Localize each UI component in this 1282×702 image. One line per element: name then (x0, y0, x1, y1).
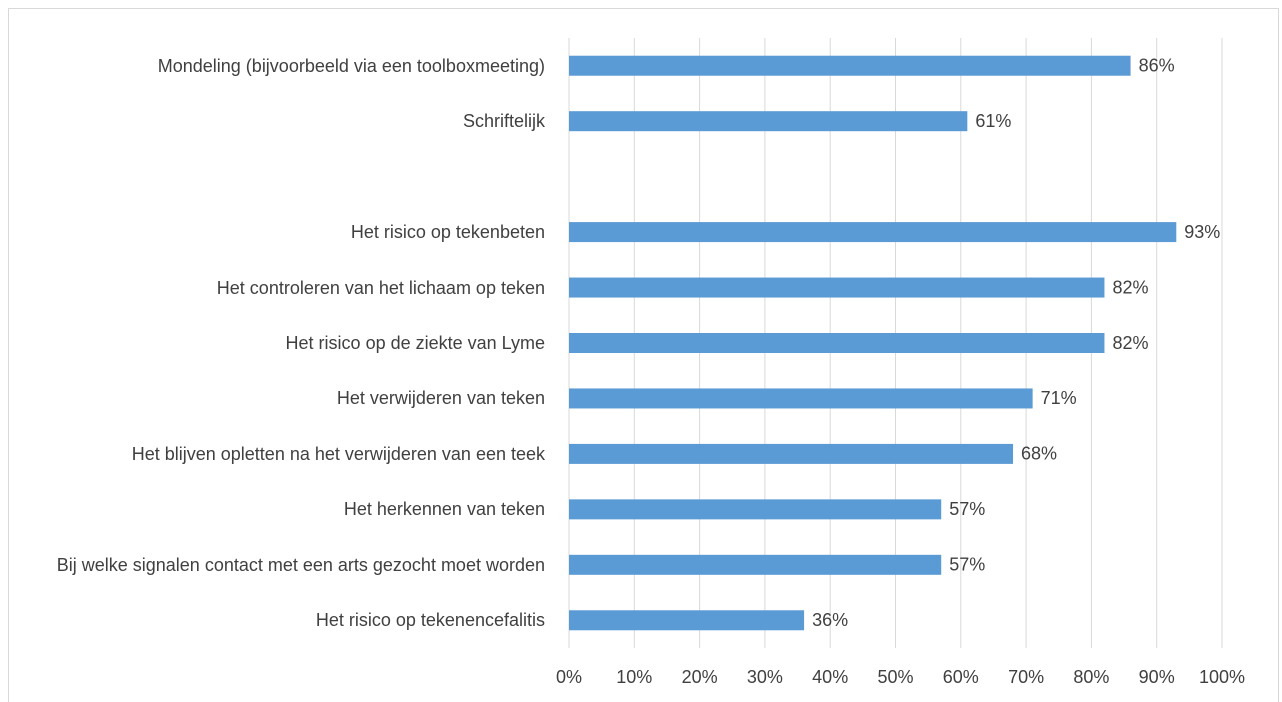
y-tick-label: Het verwijderen van teken (336, 388, 545, 409)
y-tick-label: Mondeling (bijvoorbeeld via een toolboxm… (157, 55, 545, 76)
data-label: 36% (812, 610, 848, 630)
x-tick-label: 50% (877, 667, 913, 687)
x-tick-label: 90% (1139, 667, 1175, 687)
bar (569, 222, 1177, 243)
x-tick-label: 20% (682, 667, 718, 687)
x-tick-label: 70% (1008, 667, 1044, 687)
y-tick-label: Het blijven opletten na het verwijderen … (131, 443, 545, 464)
x-tick-label: 10% (616, 667, 652, 687)
data-label: 93% (1184, 222, 1220, 242)
data-label: 61% (975, 111, 1011, 131)
data-label: 86% (1139, 55, 1175, 75)
y-tick-label: Het herkennen van teken (343, 499, 545, 520)
data-label: 82% (1112, 277, 1148, 297)
bar (569, 554, 942, 575)
x-tick-label: 60% (943, 667, 979, 687)
x-tick-label: 40% (812, 667, 848, 687)
bar (569, 333, 1105, 353)
x-tick-label: 30% (747, 667, 783, 687)
data-label: 68% (1021, 444, 1057, 464)
data-label: 71% (1041, 388, 1077, 408)
y-tick-label: Het risico op tekenbeten (350, 222, 545, 243)
bar (569, 499, 942, 520)
bar (569, 111, 968, 132)
bar (569, 55, 1131, 76)
bar (569, 610, 805, 631)
x-tick-label: 80% (1073, 667, 1109, 687)
y-tick-label: Het controleren van het lichaam op teken (216, 277, 545, 298)
y-tick-label: Het risico op tekenencefalitis (315, 610, 545, 631)
bar (569, 443, 1014, 464)
data-label: 57% (949, 555, 985, 575)
chart-border (8, 8, 1279, 702)
bar (569, 388, 1033, 409)
x-tick-label: 100% (1199, 667, 1245, 687)
bar (569, 277, 1105, 298)
y-tick-label: Het risico op de ziekte van Lyme (285, 333, 545, 353)
data-label: 57% (949, 499, 985, 519)
y-tick-label: Bij welke signalen contact met een arts … (56, 554, 545, 575)
y-tick-label: Schriftelijk (462, 111, 545, 132)
data-label: 82% (1112, 333, 1148, 353)
x-tick-label: 0% (556, 667, 582, 687)
